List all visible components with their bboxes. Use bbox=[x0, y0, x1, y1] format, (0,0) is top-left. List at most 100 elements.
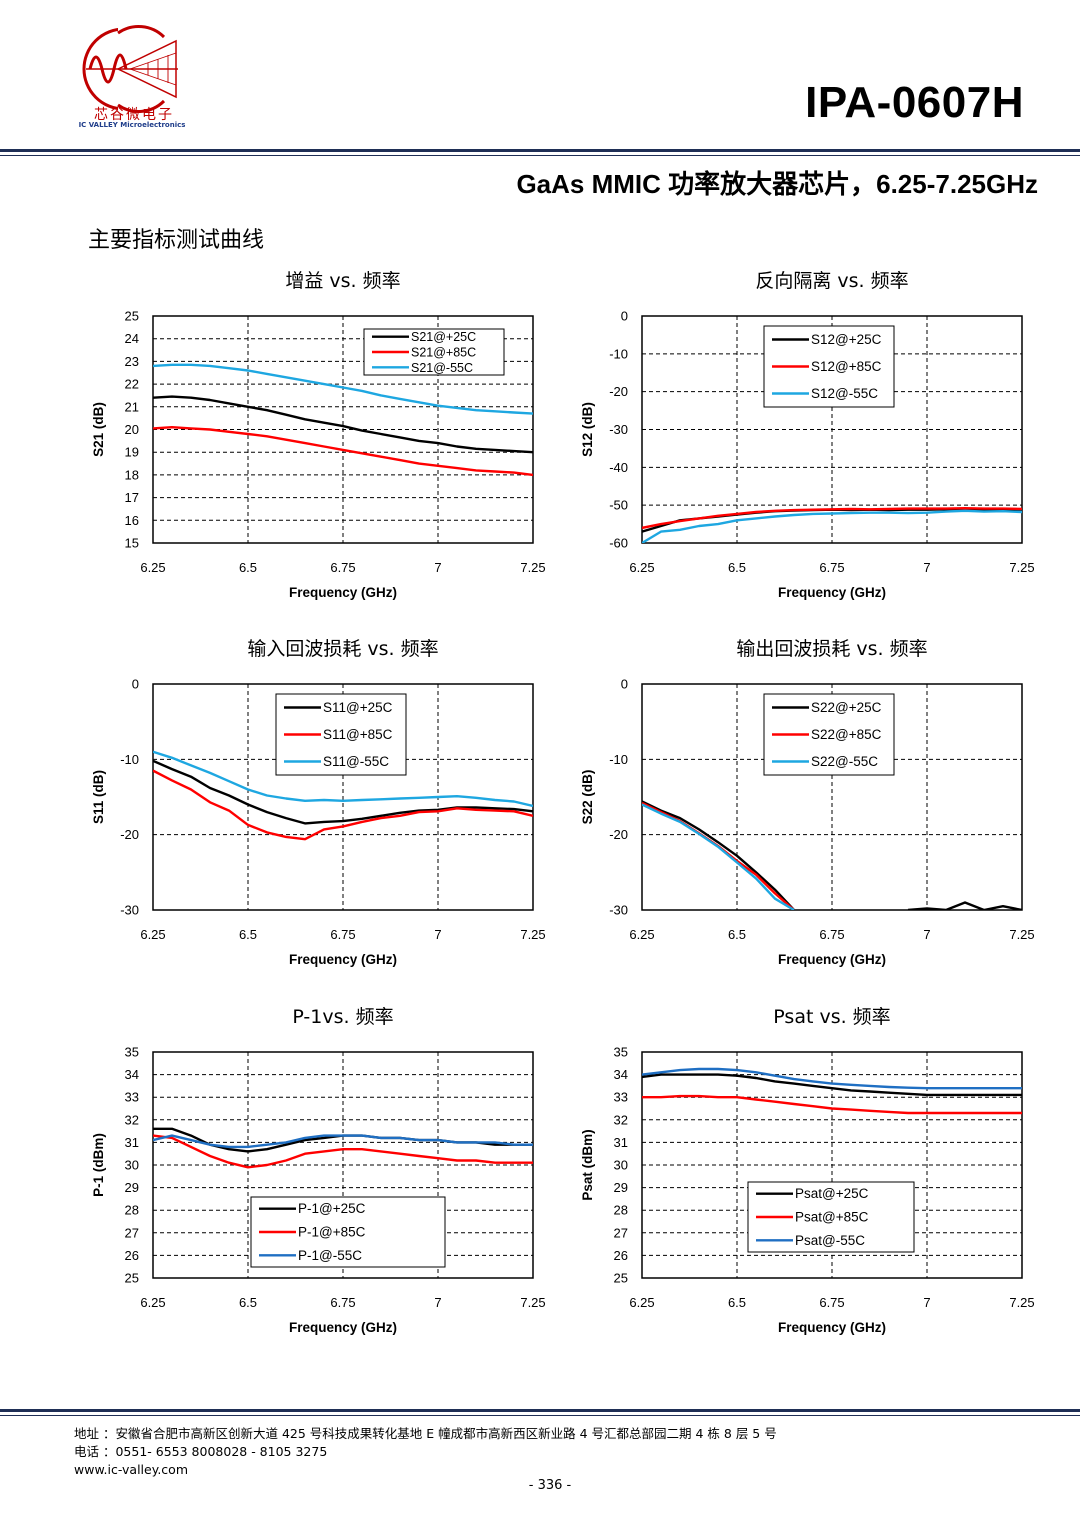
x-tick-label: 7.25 bbox=[520, 560, 545, 575]
legend-label: S12@+25C bbox=[811, 332, 882, 347]
x-tick-label: 6.25 bbox=[629, 1295, 654, 1310]
y-tick-label: 34 bbox=[614, 1067, 628, 1082]
y-tick-label: 0 bbox=[621, 677, 628, 692]
series-line-s11-85c bbox=[153, 769, 533, 841]
plot-frame bbox=[641, 683, 1023, 911]
series-line-psat-25c bbox=[642, 1073, 1022, 1097]
y-tick-label: 17 bbox=[125, 490, 139, 505]
y-tick-label: 24 bbox=[125, 331, 139, 346]
y-tick-label: 32 bbox=[614, 1112, 628, 1127]
series-line-psat-55c bbox=[642, 1067, 1022, 1090]
legend-label: S11@-55C bbox=[323, 754, 389, 769]
x-tick-label: 6.75 bbox=[819, 1295, 844, 1310]
brand-name-cn: 芯谷微电子 bbox=[94, 107, 174, 123]
x-tick-label: 6.75 bbox=[819, 560, 844, 575]
y-tick-label: 20 bbox=[125, 422, 139, 437]
legend-label: S21@+25C bbox=[411, 330, 476, 344]
y-tick-label: 27 bbox=[125, 1225, 139, 1240]
series-line-s11-25c bbox=[153, 759, 533, 825]
x-tick-label: 7.25 bbox=[520, 927, 545, 942]
y-tick-label: 32 bbox=[125, 1112, 139, 1127]
y-tick-label: 25 bbox=[614, 1271, 628, 1286]
plot-frame bbox=[641, 1051, 1023, 1279]
footer-address: 地址 ：安徽省合肥市高新区创新大道 425 号科技成果转化基地 E 幢成都市高新… bbox=[74, 1426, 777, 1441]
legend-label: Psat@-55C bbox=[795, 1233, 865, 1248]
y-tick-label: 33 bbox=[614, 1090, 628, 1105]
series-line-s21-55c bbox=[153, 363, 533, 415]
y-axis-label: S21 (dB) bbox=[91, 402, 106, 457]
x-tick-label: 7.25 bbox=[1009, 927, 1034, 942]
x-tick-label: 6.75 bbox=[330, 927, 355, 942]
header-rule bbox=[0, 149, 1080, 152]
footer-contact: 地址 ：安徽省合肥市高新区创新大道 425 号科技成果转化基地 E 幢成都市高新… bbox=[74, 1425, 777, 1479]
x-tick-label: 6.5 bbox=[728, 560, 746, 575]
y-tick-label: 26 bbox=[125, 1248, 139, 1263]
y-tick-label: 28 bbox=[125, 1203, 139, 1218]
legend-label: P-1@+85C bbox=[298, 1225, 366, 1240]
series-line-s22-55c bbox=[642, 803, 795, 910]
y-tick-label: -60 bbox=[609, 536, 628, 551]
y-tick-label: -10 bbox=[609, 752, 628, 767]
legend-label: S22@+85C bbox=[811, 727, 882, 742]
footer-website[interactable]: www.ic-valley.com bbox=[74, 1462, 188, 1477]
legend-label: Psat@+25C bbox=[795, 1186, 869, 1201]
legend-label: S12@-55C bbox=[811, 386, 878, 401]
x-tick-label: 6.75 bbox=[819, 927, 844, 942]
x-axis-label: Frequency (GHz) bbox=[778, 585, 886, 600]
y-tick-label: 30 bbox=[614, 1158, 628, 1173]
y-tick-label: -30 bbox=[120, 903, 139, 918]
y-tick-label: 30 bbox=[125, 1158, 139, 1173]
y-tick-label: 16 bbox=[125, 513, 139, 528]
x-tick-label: 7 bbox=[923, 560, 930, 575]
legend-label: S12@+85C bbox=[811, 359, 882, 374]
footer-rule-thin bbox=[0, 1415, 1080, 1416]
x-tick-label: 6.5 bbox=[239, 560, 257, 575]
legend-label: S21@-55C bbox=[411, 361, 473, 375]
page-number: - 336 - bbox=[528, 1478, 572, 1493]
series-line-s21-25c bbox=[153, 395, 533, 454]
y-tick-label: -50 bbox=[609, 498, 628, 513]
plot-frame bbox=[152, 683, 534, 911]
y-tick-label: -20 bbox=[120, 827, 139, 842]
legend-label: S11@+25C bbox=[323, 700, 393, 715]
x-tick-label: 7 bbox=[923, 927, 930, 942]
x-tick-label: 6.25 bbox=[140, 560, 165, 575]
legend-label: Psat@+85C bbox=[795, 1210, 869, 1225]
x-axis-label: Frequency (GHz) bbox=[778, 952, 886, 967]
y-axis-label: S12 (dB) bbox=[580, 402, 595, 457]
y-tick-label: 29 bbox=[125, 1180, 139, 1195]
x-axis-label: Frequency (GHz) bbox=[778, 1320, 886, 1335]
plot-frame bbox=[152, 315, 534, 544]
y-tick-label: 33 bbox=[125, 1090, 139, 1105]
series-line-p-1-85c bbox=[153, 1134, 533, 1169]
series-line-s22-25c bbox=[642, 800, 1022, 910]
series-line-s12-55c bbox=[642, 509, 1022, 543]
header-rule-thin bbox=[0, 155, 1080, 156]
section-heading: 主要指标测试曲线 bbox=[88, 228, 265, 253]
x-tick-label: 6.5 bbox=[239, 1295, 257, 1310]
chart-title-gain: 增益 vs. 频率 bbox=[285, 270, 401, 292]
x-tick-label: 6.5 bbox=[728, 927, 746, 942]
x-tick-label: 7 bbox=[923, 1295, 930, 1310]
y-tick-label: -40 bbox=[609, 460, 628, 475]
y-axis-label: S11 (dB) bbox=[91, 770, 106, 824]
y-tick-label: 0 bbox=[132, 677, 139, 692]
legend-label: S21@+85C bbox=[411, 346, 476, 360]
y-tick-label: 0 bbox=[621, 309, 628, 324]
chart-title-psat: Psat vs. 频率 bbox=[773, 1006, 891, 1028]
y-tick-label: 21 bbox=[125, 399, 139, 414]
y-tick-label: 19 bbox=[125, 445, 139, 460]
x-tick-label: 6.25 bbox=[629, 560, 654, 575]
y-axis-label: Psat (dBm) bbox=[580, 1129, 595, 1200]
x-tick-label: 7.25 bbox=[1009, 1295, 1034, 1310]
y-tick-label: 26 bbox=[614, 1248, 628, 1263]
series-line-s21-85c bbox=[153, 426, 533, 477]
y-axis-label: P-1 (dBm) bbox=[91, 1133, 106, 1197]
y-tick-label: 22 bbox=[125, 377, 139, 392]
x-tick-label: 6.25 bbox=[140, 1295, 165, 1310]
legend-label: S22@+25C bbox=[811, 700, 882, 715]
y-tick-label: 15 bbox=[125, 536, 139, 551]
